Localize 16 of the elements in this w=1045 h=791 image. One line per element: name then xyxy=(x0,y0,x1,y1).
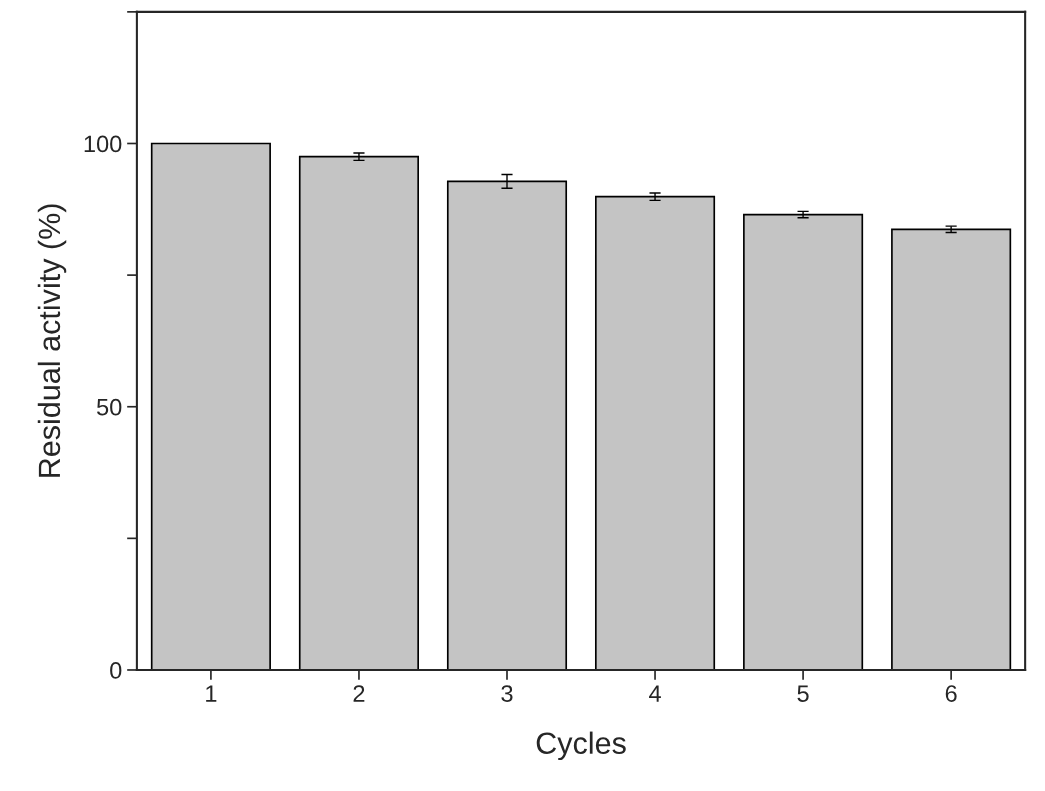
x-tick-label: 4 xyxy=(649,685,661,702)
x-tick-label: 5 xyxy=(797,685,809,702)
bar xyxy=(743,213,864,670)
x-tick-label: 1 xyxy=(206,685,217,702)
y-tick-label: 50 xyxy=(97,398,122,416)
bar xyxy=(298,155,420,670)
x-tick-label: 2 xyxy=(353,685,365,702)
bar xyxy=(594,195,716,670)
y-tick-label: 100 xyxy=(84,135,122,153)
y-axis-title: Residual activity (%) xyxy=(37,204,67,477)
bar xyxy=(150,142,271,670)
x-tick-label: 6 xyxy=(945,685,957,702)
bar xyxy=(891,228,1012,670)
x-tick-label: 3 xyxy=(501,685,513,702)
y-tick-label: 0 xyxy=(110,662,122,679)
x-axis-title: Cycles xyxy=(536,731,626,761)
